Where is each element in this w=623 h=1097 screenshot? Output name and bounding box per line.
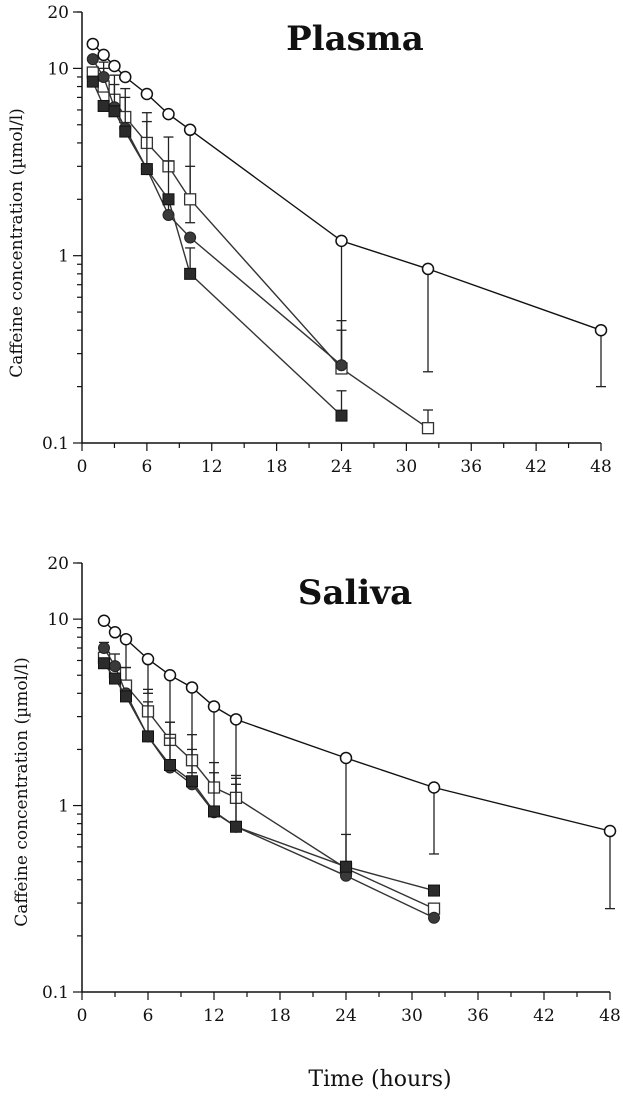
saliva-y-tick-label: 10	[47, 610, 69, 630]
plasma-x-tick-label: 12	[201, 457, 223, 477]
plasma-point-open-circle	[86, 37, 100, 51]
plasma-series-filled-square	[86, 75, 348, 422]
saliva-point-filled-square	[186, 775, 198, 788]
plasma-point-filled-square	[119, 125, 132, 138]
plasma-point-filled-square	[184, 267, 197, 280]
plasma-series-filled-circle	[86, 53, 348, 372]
saliva-point-open-circle	[427, 781, 441, 794]
saliva-point-filled-circle	[428, 911, 440, 924]
plasma-point-open-circle	[594, 323, 608, 337]
plasma-point-filled-square	[140, 163, 153, 176]
plasma-series-line	[92, 58, 342, 366]
saliva-point-open-circle	[339, 751, 353, 765]
plasma-point-filled-circle	[97, 70, 110, 83]
plasma-point-filled-square	[97, 99, 110, 112]
saliva-point-open-circle	[229, 713, 243, 726]
saliva-point-filled-square	[428, 884, 440, 897]
plasma-point-filled-circle	[335, 359, 348, 372]
saliva-series-line	[103, 657, 435, 910]
plasma-title: Plasma	[286, 19, 424, 59]
saliva-x-tick-label: 24	[335, 1006, 357, 1026]
plasma-point-open-circle	[421, 262, 435, 276]
saliva-point-filled-square	[142, 730, 154, 743]
plasma-y-tick-label: 10	[47, 59, 69, 79]
plasma-series-line	[92, 43, 602, 331]
saliva-series-open-circle	[97, 614, 617, 910]
plasma-y-axis-title: Caffeine concentration (µmol/l)	[7, 108, 27, 378]
saliva-y-axis-title: Caffeine concentration (µmol/l)	[12, 657, 32, 927]
saliva-point-filled-square	[120, 690, 132, 703]
plasma-x-tick-label: 48	[590, 457, 612, 477]
saliva-series-open-square	[97, 641, 441, 915]
saliva-point-filled-square	[164, 759, 176, 772]
saliva-x-tick-label: 36	[467, 1006, 489, 1026]
saliva-point-open-circle	[119, 632, 133, 646]
saliva-point-filled-square	[109, 672, 121, 685]
plasma-point-open-circle	[140, 87, 154, 101]
plasma-point-open-square	[183, 193, 197, 206]
saliva-point-open-circle	[163, 668, 177, 682]
saliva-series-line	[103, 620, 611, 832]
saliva-y-tick-label: 20	[47, 554, 69, 574]
plasma-series-open-circle	[86, 37, 608, 388]
plasma-x-tick-label: 6	[141, 457, 152, 477]
saliva-panel: Saliva Caffeine concentration (µmol/l) T…	[12, 554, 621, 1092]
plasma-y-tick-label: 20	[47, 3, 69, 23]
plasma-point-filled-circle	[162, 208, 175, 221]
plasma-point-filled-circle	[184, 231, 197, 244]
plasma-point-open-circle	[162, 107, 175, 121]
saliva-point-open-circle	[141, 652, 155, 666]
saliva-point-filled-square	[340, 860, 352, 873]
plasma-x-tick-label: 18	[266, 457, 288, 477]
plasma-x-tick-label: 36	[460, 457, 482, 477]
plasma-x-tick-label: 24	[331, 457, 353, 477]
saliva-point-filled-circle	[109, 660, 121, 673]
plasma-point-filled-square	[86, 75, 99, 88]
saliva-point-filled-circle	[98, 642, 110, 655]
saliva-series-line	[103, 662, 435, 892]
plasma-series-open-square	[86, 61, 435, 435]
plasma-point-filled-circle	[86, 53, 99, 66]
plasma-point-open-circle	[119, 70, 132, 84]
plasma-panel: Plasma Caffeine concentration (µmol/l) 0…	[7, 3, 612, 477]
plasma-point-open-square	[421, 422, 435, 435]
saliva-y-tick-label: 1	[58, 797, 69, 817]
plasma-x-tick-label: 42	[525, 457, 547, 477]
plasma-x-tick-label: 30	[396, 457, 418, 477]
plasma-point-filled-square	[108, 105, 121, 118]
plasma-point-open-circle	[335, 234, 348, 248]
plasma-point-open-circle	[183, 123, 197, 137]
saliva-series-filled-circle	[98, 642, 440, 924]
saliva-x-tick-label: 12	[203, 1006, 225, 1026]
plasma-y-tick-label: 1	[58, 247, 69, 267]
saliva-point-filled-square	[230, 820, 242, 833]
plasma-x-tick-label: 0	[77, 457, 88, 477]
saliva-series-filled-square	[98, 657, 440, 897]
plasma-y-tick-label: 0.1	[42, 434, 69, 454]
saliva-point-open-circle	[108, 626, 122, 639]
plasma-point-filled-square	[335, 409, 348, 422]
plasma-point-filled-square	[162, 193, 175, 206]
saliva-x-tick-label: 30	[401, 1006, 423, 1026]
saliva-x-tick-label: 18	[269, 1006, 291, 1026]
saliva-point-open-circle	[603, 824, 617, 838]
saliva-point-filled-square	[208, 805, 220, 818]
saliva-title: Saliva	[298, 573, 412, 613]
saliva-x-tick-label: 6	[143, 1006, 154, 1026]
saliva-x-tick-label: 42	[533, 1006, 555, 1026]
saliva-point-open-circle	[207, 700, 221, 713]
saliva-point-open-circle	[97, 614, 111, 628]
saliva-x-tick-label: 48	[599, 1006, 621, 1026]
saliva-point-filled-square	[98, 657, 110, 670]
saliva-x-tick-label: 0	[77, 1006, 88, 1026]
plasma-series-line	[92, 72, 429, 429]
saliva-y-tick-label: 0.1	[42, 983, 69, 1003]
plasma-point-open-circle	[97, 48, 110, 62]
saliva-point-open-circle	[185, 681, 199, 694]
plasma-point-open-circle	[108, 59, 121, 73]
x-axis-title: Time (hours)	[308, 1067, 451, 1092]
